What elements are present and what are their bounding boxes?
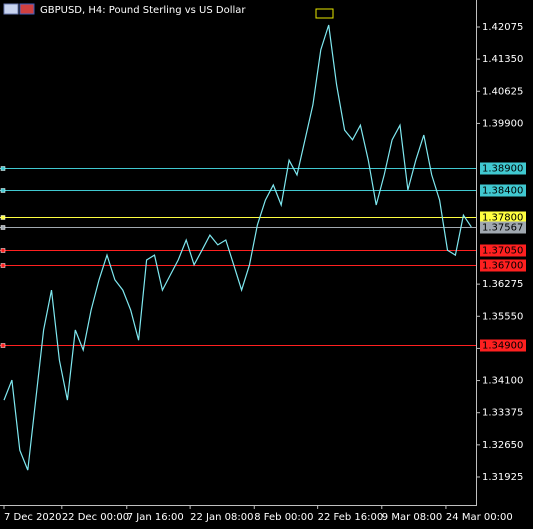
y-tick-label: 1.33375 — [482, 408, 523, 419]
level-label: 1.38400 — [482, 186, 523, 197]
level-label: 1.34900 — [482, 341, 523, 352]
x-tick-label: 9 Mar 08:00 — [382, 512, 442, 523]
x-tick-label: 22 Feb 16:00 — [318, 512, 384, 523]
level-handle — [0, 343, 6, 348]
y-tick-label: 1.40625 — [482, 86, 523, 97]
level-label-box — [480, 184, 526, 197]
y-tick-label: 1.35550 — [482, 311, 523, 322]
level-label: 1.37800 — [482, 213, 523, 224]
price-line — [3, 24, 472, 471]
y-tick-label: 1.32650 — [482, 440, 523, 451]
x-tick-label: 24 Mar 00:00 — [446, 512, 513, 523]
x-tick-label: 22 Jan 08:00 — [190, 512, 253, 523]
y-tick-label: 1.41350 — [482, 54, 523, 65]
x-tick-label: 8 Feb 00:00 — [254, 512, 313, 523]
level-handle — [0, 248, 6, 253]
symbol-icon — [3, 3, 19, 15]
level-handle — [0, 215, 6, 220]
y-tick-label: 1.31925 — [482, 472, 523, 483]
level-handle — [0, 188, 6, 193]
x-tick-label: 7 Dec 2020 — [4, 512, 62, 523]
flag-icon — [19, 3, 35, 15]
level-label: 1.37567 — [482, 223, 523, 234]
y-tick-label: 1.39900 — [482, 118, 523, 129]
level-label: 1.38900 — [482, 164, 523, 175]
chart-title: GBPUSD, H4: Pound Sterling vs US Dollar — [40, 5, 246, 16]
level-handle — [0, 225, 6, 230]
marker-box — [315, 8, 334, 19]
level-label: 1.37050 — [482, 246, 523, 257]
y-tick-label: 1.42075 — [482, 22, 523, 33]
level-label-box — [480, 259, 526, 272]
x-tick-label: 7 Jan 16:00 — [127, 512, 184, 523]
level-label-box — [480, 244, 526, 257]
level-label: 1.36700 — [482, 261, 523, 272]
level-handle — [0, 166, 6, 171]
level-handle — [0, 263, 6, 268]
level-label-box — [480, 221, 526, 234]
y-tick-label: 1.34100 — [482, 376, 523, 387]
y-tick-label: 1.36275 — [482, 279, 523, 290]
level-label-box — [480, 162, 526, 175]
level-label-box — [480, 339, 526, 352]
level-label-box — [480, 211, 526, 224]
x-tick-label: 22 Dec 00:00 — [62, 512, 129, 523]
